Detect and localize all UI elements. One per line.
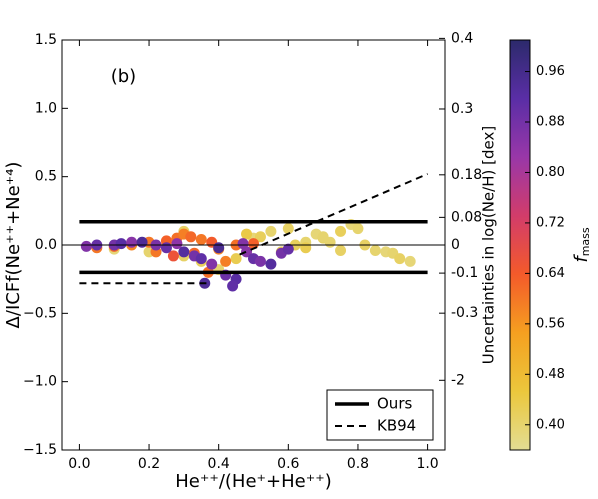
colorbar-tick-label: 0.48 <box>536 367 565 382</box>
colorbar-tick-label: 0.40 <box>536 417 565 432</box>
scatter-point <box>254 255 266 267</box>
colorbar-tick-label: 0.96 <box>536 64 565 79</box>
y2-tick-label: 0.18 <box>451 167 482 183</box>
scatter-point <box>254 231 266 243</box>
scatter-point <box>213 242 225 254</box>
y2-tick-label: -0.3 <box>451 305 478 321</box>
scatter-point <box>178 246 190 258</box>
scatter-point <box>282 243 294 255</box>
colorbar-tick-label: 0.80 <box>536 165 565 180</box>
scatter-point <box>136 236 148 248</box>
scatter-point <box>352 223 364 235</box>
annotation: (b) <box>111 66 136 87</box>
scatter-point <box>115 238 127 250</box>
y-tick-label: −1.0 <box>23 374 57 390</box>
legend-box <box>326 389 434 441</box>
x-tick-label: 0.0 <box>68 456 90 472</box>
scatter-point <box>404 255 416 267</box>
y2-tick-label: -0.1 <box>451 265 478 281</box>
x-tick-label: 0.6 <box>277 456 299 472</box>
y2-tick-label: 0.08 <box>451 209 482 225</box>
scatter-point <box>220 255 232 267</box>
scatter-point <box>369 244 381 256</box>
colorbar-tick-label: 0.64 <box>536 266 565 281</box>
scatter-point <box>195 253 207 265</box>
scatter-point <box>185 231 197 243</box>
scatter-point <box>317 231 329 243</box>
x-tick-label: 0.8 <box>347 456 369 472</box>
x-tick-label: 0.2 <box>138 456 160 472</box>
colorbar-tick-label: 0.88 <box>536 115 565 130</box>
scatter-point <box>126 236 138 248</box>
scatter-point <box>227 280 239 292</box>
scatter-point <box>167 250 179 262</box>
scatter-point <box>206 258 218 270</box>
scatter-point <box>394 253 406 265</box>
scatter-point <box>300 242 312 254</box>
y2-tick-label: 0.3 <box>451 101 473 117</box>
colorbar-tick-label: 0.56 <box>536 316 565 331</box>
y2-axis-label: Uncertainties in log(Ne/H) [dex] <box>480 126 498 364</box>
scatter-point <box>171 238 183 250</box>
scatter-point <box>195 234 207 246</box>
series-line <box>79 220 428 275</box>
scatter-point <box>160 242 172 254</box>
legend-label: Ours <box>377 395 412 413</box>
scatter-point <box>237 238 249 250</box>
y-tick-label: 1.0 <box>35 100 57 116</box>
y-tick-label: 0.0 <box>35 237 57 253</box>
x-tick-label: 0.4 <box>208 456 230 472</box>
scatter-point <box>335 225 347 237</box>
scatter-point <box>335 244 347 256</box>
scatter-point <box>282 223 294 235</box>
scatter-point <box>230 253 242 265</box>
y-tick-label: −1.5 <box>23 442 57 458</box>
y-tick-label: 1.5 <box>35 32 57 48</box>
y2-tick-label: 0 <box>451 237 460 253</box>
y-tick-label: 0.5 <box>35 169 57 185</box>
y-axis-label: Δ/ICFf(Ne⁺⁺+Ne⁺⁴) <box>3 162 24 329</box>
scatter-point <box>241 228 253 240</box>
y2-tick-label: -2 <box>451 372 465 388</box>
scatter-point <box>80 240 92 252</box>
y-tick-label: −0.5 <box>23 305 57 321</box>
y2-tick-label: 0.4 <box>451 30 473 46</box>
scatter-point <box>265 225 277 237</box>
x-tick-label: 1.0 <box>416 456 438 472</box>
colorbar-label-subscript: mass <box>579 227 592 256</box>
colorbar <box>509 39 531 451</box>
scatter-point <box>265 258 277 270</box>
series-line <box>79 173 428 285</box>
colorbar-label: fmass <box>571 227 592 263</box>
colorbar-tick-label: 0.72 <box>536 215 565 230</box>
colorbar-label-symbol: f <box>571 254 592 263</box>
x-axis-label: He⁺⁺/(He⁺+He⁺⁺) <box>175 471 332 492</box>
legend-label: KB94 <box>377 417 416 435</box>
